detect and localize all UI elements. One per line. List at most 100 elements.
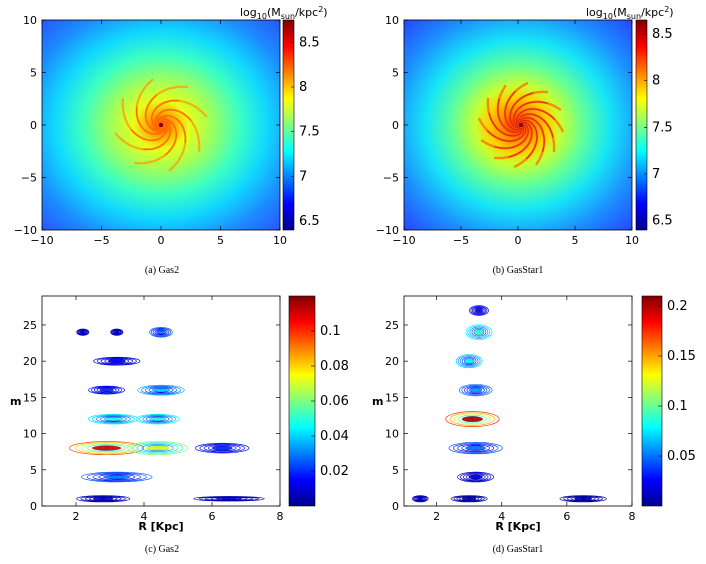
d-contour-line: [459, 496, 480, 502]
b-xtick-label: −10: [392, 234, 415, 247]
c-contour-line: [76, 495, 131, 503]
c-contour-line: [154, 329, 168, 336]
c-contour-line: [90, 386, 123, 394]
colorbar-title-b: log10(Msun/kpc2): [586, 5, 674, 21]
c-contour-peak: [103, 417, 124, 421]
d-contour-line: [448, 442, 503, 455]
b-cb-tick-label: 7.5: [652, 120, 673, 135]
d-cb-tick-label: 0.1: [667, 399, 688, 414]
panel-d: 2 4 6 8 25 20 15 10 5 0 0.2 0.15 0.1 0.05 m R [Kpc]: [372, 295, 696, 533]
d-contour-peak: [475, 308, 483, 313]
c-contour-peak: [92, 497, 114, 500]
c-contour-line: [76, 328, 90, 336]
d-contour-line: [464, 385, 488, 395]
a-ytick-label: 10: [23, 14, 37, 27]
c-cb-tick-label: 0.08: [320, 359, 349, 374]
d-contour-peak: [464, 358, 475, 364]
c-ytick-label: 20: [23, 355, 37, 368]
c-contour-line: [136, 443, 179, 454]
c-contour-line: [141, 444, 174, 453]
c-contour-line: [112, 329, 121, 335]
c-contour-line: [93, 386, 120, 394]
d-contour-line: [458, 384, 493, 397]
spiral-arms-b: [478, 82, 564, 168]
c-ytick-label: 5: [30, 464, 37, 477]
b-ytick-label: 10: [385, 14, 399, 27]
panel-a: −10 −5 0 5 10 10 5 0 −5 −10 8.5 8 7.5 7 6.5 log10(Msu…: [14, 5, 328, 247]
c-contour-line: [80, 495, 126, 502]
c-xtick-label: 4: [141, 510, 148, 523]
colorbar-a: [282, 19, 295, 231]
c-contour-line: [151, 327, 171, 337]
b-spiral-arm: [486, 124, 527, 142]
c-contour-peak: [156, 330, 166, 335]
c-contour-peak: [91, 445, 122, 451]
d-contour-peak: [461, 416, 483, 422]
c-contour-line: [199, 443, 245, 453]
a-ytick-label: −5: [21, 172, 37, 185]
c-contour-peak: [102, 475, 131, 479]
d-contour-line: [566, 496, 600, 502]
a-xtick-label: −10: [30, 234, 53, 247]
d-contour-peak: [574, 497, 593, 500]
d-xtick-label: 4: [498, 510, 505, 523]
d-contour-line: [416, 496, 424, 501]
c-contour-line: [195, 442, 250, 454]
c-contour-line: [77, 329, 89, 336]
a-xtick-label: −5: [93, 234, 109, 247]
c-cb-tick-label: 0.02: [320, 464, 349, 479]
a-spiral-arm: [151, 100, 180, 129]
c-contour-line: [100, 357, 134, 365]
c-contour-line: [203, 444, 241, 452]
c-contour-line: [88, 385, 126, 395]
a-ytick-label: 5: [30, 67, 37, 80]
c-ytick-label: 10: [23, 428, 37, 441]
a-cb-tick-label: 7: [299, 169, 307, 184]
d-contour-line: [459, 356, 479, 367]
d-ytick-label: 0: [392, 500, 399, 513]
c-contour-line: [131, 442, 184, 455]
axes-ticks-d: 2 4 6 8 25 20 15 10 5 0: [385, 296, 636, 523]
b-xtick-label: 10: [625, 234, 639, 247]
c-contour-line: [100, 416, 127, 423]
d-contour-line: [412, 495, 429, 503]
b-cb-tick-label: 7: [652, 167, 660, 182]
b-ytick-label: −10: [376, 224, 399, 237]
c-contour-line: [96, 415, 131, 423]
c-contour-line: [207, 445, 237, 452]
d-ytick-label: 5: [392, 464, 399, 477]
d-contour-line: [455, 354, 483, 369]
a-ytick-label: −10: [14, 224, 37, 237]
c-contour-line: [69, 441, 144, 456]
c-cb-tick-label: 0.04: [320, 429, 349, 444]
colorbar-ticks-a: 8.5 8 7.5 7 6.5: [291, 35, 320, 229]
c-contour-line: [145, 416, 170, 423]
d-ytick-label: 20: [385, 355, 399, 368]
d-contour-peak: [474, 329, 484, 336]
d-contour-peak: [462, 497, 477, 500]
colorbar-ticks-d: 0.2 0.15 0.1 0.05: [658, 299, 696, 464]
c-contour-line: [137, 384, 185, 396]
d-contour-line: [461, 357, 477, 366]
c-contour-line: [88, 496, 118, 502]
d-contour-line: [461, 384, 490, 396]
d-contour-peak: [417, 497, 424, 500]
b-cb-tick-label: 6.5: [652, 214, 673, 229]
b-spiral-arm: [515, 108, 556, 126]
b-xtick-label: 0: [515, 234, 522, 247]
contours-d: [412, 305, 607, 503]
c-cb-tick-label: 0.06: [320, 394, 349, 409]
d-contour-line: [465, 324, 493, 341]
a-center-peak: [159, 123, 163, 127]
colorbar-ticks-c: 0.1 0.08 0.06 0.04 0.02: [311, 324, 349, 479]
d-contour-line: [449, 412, 496, 426]
xlabel-c: R [Kpc]: [138, 520, 183, 533]
b-ytick-label: −5: [383, 172, 399, 185]
c-contour-peak: [149, 417, 167, 421]
d-contour-line: [453, 495, 485, 502]
d-contour-line: [457, 471, 495, 483]
b-spiral-arm: [488, 112, 525, 137]
d-cb-tick-label: 0.2: [667, 299, 688, 314]
axes-ticks-c: 2 4 6 8 25 20 15 10 5 0: [23, 296, 284, 523]
c-contour-line: [104, 358, 130, 364]
